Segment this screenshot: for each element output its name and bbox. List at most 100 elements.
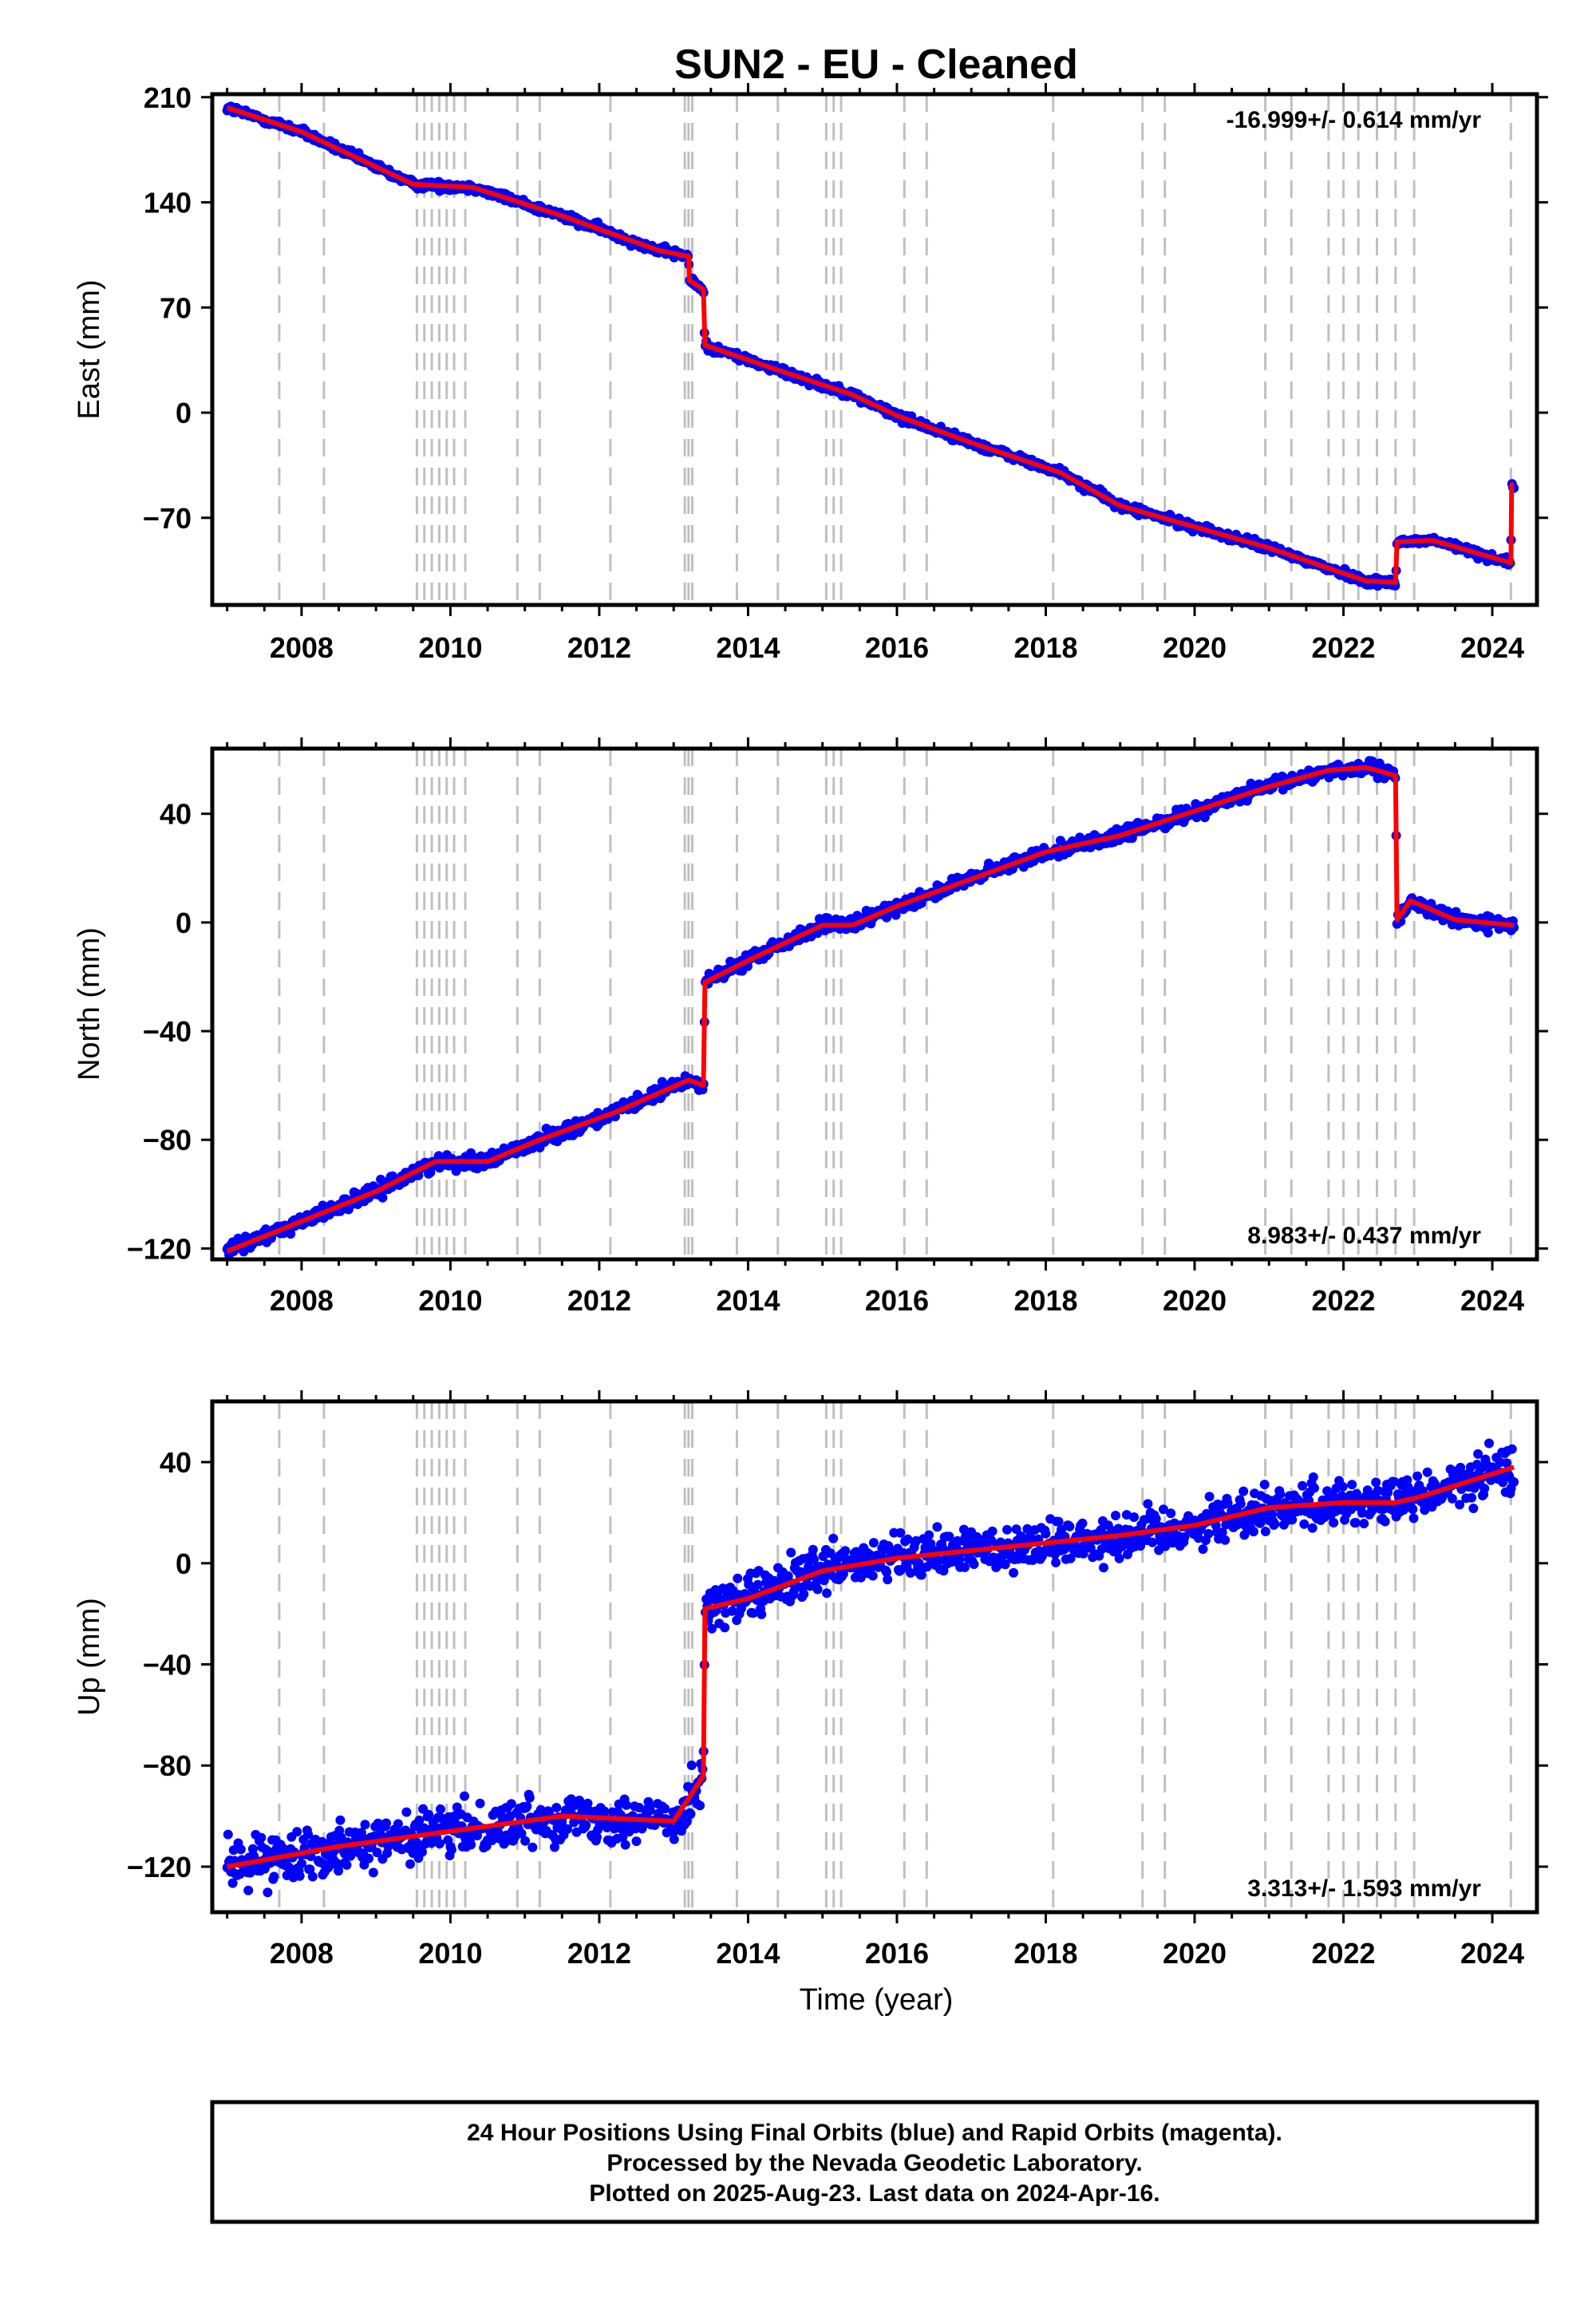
observation-point bbox=[401, 1807, 412, 1817]
observation-point bbox=[1041, 1528, 1051, 1539]
y-tick-label: −120 bbox=[127, 1851, 192, 1883]
observation-point bbox=[342, 1860, 352, 1870]
observation-point bbox=[1347, 1480, 1357, 1490]
observation-point bbox=[1346, 1504, 1357, 1515]
observation-point bbox=[1473, 1448, 1483, 1459]
north-y-ticks: 40 0 −40 −80 −120 bbox=[127, 798, 1548, 1265]
observation-point bbox=[1022, 1524, 1033, 1534]
up-frame bbox=[210, 1399, 1539, 1915]
observation-point bbox=[1011, 1524, 1021, 1535]
observation-point bbox=[1143, 1499, 1153, 1509]
x-tick-label: 2014 bbox=[716, 1937, 780, 1970]
y-tick-label: 140 bbox=[144, 187, 192, 219]
observation-point bbox=[1299, 1519, 1310, 1529]
observation-point bbox=[868, 1538, 879, 1548]
observation-point bbox=[618, 1832, 628, 1842]
y-tick-label: −40 bbox=[143, 1015, 192, 1048]
observation-point bbox=[292, 1827, 302, 1837]
observation-point bbox=[377, 1192, 388, 1203]
observation-point bbox=[1198, 1544, 1208, 1555]
observation-point bbox=[1235, 1499, 1246, 1509]
x-tick-label: 2010 bbox=[418, 1284, 482, 1317]
observation-point bbox=[334, 1866, 344, 1876]
up-y-axis-label: Up (mm) bbox=[73, 1598, 106, 1716]
observation-point bbox=[864, 1549, 875, 1559]
observation-point bbox=[891, 910, 901, 920]
observation-point bbox=[621, 1800, 631, 1810]
observation-point bbox=[1408, 1504, 1418, 1515]
north-rate-label: 8.983+/- 0.437 mm/yr bbox=[1247, 1223, 1481, 1249]
y-tick-label: 40 bbox=[160, 1446, 192, 1479]
observation-point bbox=[522, 1801, 532, 1812]
observation-point bbox=[1412, 1471, 1423, 1481]
observation-point bbox=[1310, 1483, 1319, 1493]
x-tick-label: 2018 bbox=[1013, 1937, 1077, 1970]
observation-point bbox=[436, 1804, 445, 1814]
x-tick-label: 2012 bbox=[567, 1284, 631, 1317]
observation-point bbox=[1238, 1486, 1249, 1496]
observation-point bbox=[551, 1803, 562, 1812]
x-tick-label: 2016 bbox=[865, 631, 929, 664]
x-tick-label: 2024 bbox=[1460, 1284, 1524, 1317]
observation-point bbox=[840, 1546, 851, 1556]
observation-point bbox=[1362, 1485, 1373, 1496]
observation-point bbox=[1136, 1541, 1146, 1551]
observation-point bbox=[1085, 1543, 1096, 1553]
observation-point bbox=[472, 1831, 483, 1840]
observation-point bbox=[417, 1847, 427, 1857]
y-tick-label: −80 bbox=[143, 1749, 192, 1782]
y-tick-label: −120 bbox=[127, 1232, 192, 1265]
observation-point bbox=[809, 1555, 819, 1565]
footer-line-1: 24 Hour Positions Using Final Orbits (bl… bbox=[467, 2120, 1282, 2146]
observation-point bbox=[1077, 1518, 1088, 1528]
east-y-ticks: 210 140 70 0 −70 bbox=[143, 81, 1548, 535]
observation-point bbox=[235, 1844, 246, 1855]
observation-point bbox=[550, 1842, 559, 1852]
x-tick-label: 2024 bbox=[1460, 1937, 1524, 1970]
observation-point bbox=[405, 1859, 415, 1869]
observation-point bbox=[434, 1839, 444, 1849]
observation-point bbox=[808, 1544, 818, 1555]
observation-point bbox=[1002, 1524, 1012, 1535]
x-axis-label: Time (year) bbox=[800, 1983, 954, 2017]
observation-point bbox=[1402, 1475, 1412, 1485]
observation-point bbox=[707, 1623, 717, 1634]
observation-point bbox=[263, 1887, 273, 1898]
east-model-line bbox=[226, 105, 1515, 585]
up-model-line bbox=[227, 1464, 1515, 1869]
observation-point bbox=[360, 1820, 370, 1830]
x-tick-label: 2018 bbox=[1013, 1284, 1077, 1317]
observation-point bbox=[1308, 1472, 1318, 1482]
observation-point bbox=[524, 1792, 535, 1803]
observation-point bbox=[1468, 1504, 1479, 1513]
observation-point bbox=[727, 1606, 737, 1616]
observation-point bbox=[903, 1534, 913, 1544]
panels: 2008 2010 2012 2014 2016 2018 2020 2022 2024 210 1… bbox=[73, 81, 1548, 1970]
observation-point bbox=[938, 1566, 949, 1576]
y-tick-label: 0 bbox=[176, 1547, 192, 1580]
observation-point bbox=[487, 1836, 497, 1845]
observation-point bbox=[720, 1622, 730, 1633]
y-tick-label: 0 bbox=[176, 907, 192, 939]
observation-point bbox=[1484, 1438, 1494, 1448]
observation-point bbox=[1337, 1491, 1347, 1501]
observation-point bbox=[1408, 1513, 1419, 1524]
observation-point bbox=[911, 1535, 921, 1546]
observation-point bbox=[247, 1844, 258, 1854]
x-tick-label: 2016 bbox=[865, 1937, 929, 1970]
observation-point bbox=[1151, 1514, 1161, 1524]
observation-point bbox=[1287, 1515, 1298, 1525]
x-tick-label: 2010 bbox=[418, 1937, 482, 1970]
observation-point bbox=[1000, 1559, 1010, 1570]
observation-point bbox=[1259, 1480, 1270, 1490]
observation-point bbox=[1337, 1481, 1348, 1492]
observation-point bbox=[944, 1531, 954, 1542]
east-frame bbox=[210, 92, 1539, 607]
observation-point bbox=[1380, 1516, 1390, 1527]
observation-point bbox=[256, 1832, 267, 1843]
observation-point bbox=[867, 1571, 878, 1581]
footer-line-2: Processed by the Nevada Geodetic Laborat… bbox=[606, 2150, 1142, 2176]
observation-point bbox=[748, 1608, 758, 1618]
x-tick-label: 2020 bbox=[1163, 631, 1227, 664]
